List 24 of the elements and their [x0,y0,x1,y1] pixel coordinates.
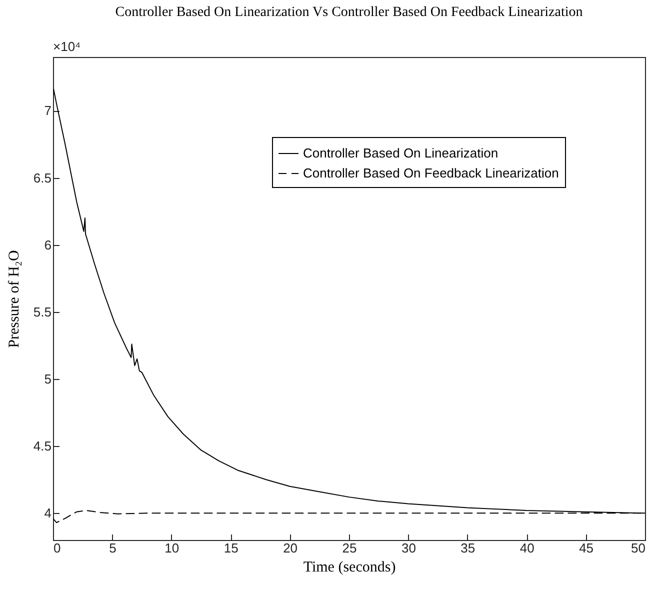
y-tick-label: 5 [44,372,52,386]
y-tick-label: 5.5 [33,304,52,320]
y-tick-label: 4 [44,506,52,521]
y-tick-label: 4.5 [33,438,52,454]
text: ×10⁴ [53,39,81,54]
x-axis-title: Time (seconds) [303,560,396,576]
x-tick-label: 25 [342,540,357,556]
legend-label: Controller Based On Feedback Linearization [303,166,559,180]
y-tick-label: 6 [44,237,52,252]
x-tick-label: 5 [109,540,116,556]
x-tick-label: 20 [283,540,298,556]
x-tick-label: 30 [401,540,416,556]
chart-title: Controller Based On Linearization Vs Controller Based On Feedback Linearization [115,5,583,20]
y-tick-label: 7 [44,103,52,118]
x-tick-label: 45 [579,540,594,556]
x-tick-label: 35 [460,540,476,556]
y-tick-label: 6.5 [33,170,52,186]
x-tick-label: 15 [224,540,238,556]
x-tick-label: 40 [520,540,534,556]
x-tick-label: 0 [54,540,61,556]
y-axis-title: Pressure of H₂O [6,250,22,348]
x-tick-label: 10 [164,540,180,556]
legend-label: Controller Based On Linearization [303,146,498,160]
x-tick-label: 50 [631,540,646,556]
